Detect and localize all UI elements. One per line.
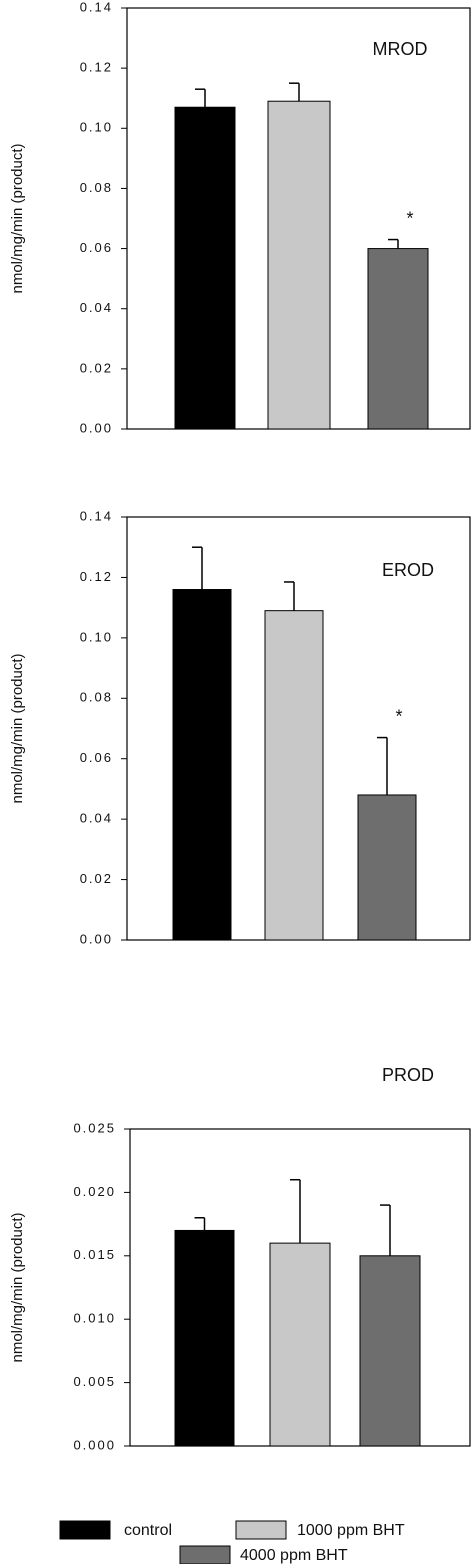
y-tick-label: 0.10 — [80, 629, 113, 644]
y-tick-label: 0.12 — [80, 569, 113, 584]
y-tick-label: 0.08 — [80, 180, 113, 195]
legend-label: control — [124, 1522, 172, 1539]
legend-swatch — [235, 1520, 287, 1540]
y-tick-label: 0.06 — [80, 750, 113, 765]
y-tick-label: 0.025 — [73, 1120, 116, 1135]
panel-title: PROD — [382, 1065, 434, 1085]
y-tick-label: 0.000 — [73, 1437, 116, 1452]
y-tick-label: 0.02 — [80, 871, 113, 886]
y-tick-label: 0.02 — [80, 360, 113, 375]
y-tick-label: 0.06 — [80, 240, 113, 255]
y-tick-label: 0.010 — [73, 1311, 116, 1326]
bar — [269, 1242, 331, 1447]
y-tick-label: 0.12 — [80, 60, 113, 75]
bar — [367, 248, 429, 430]
bar — [357, 794, 417, 941]
y-tick-label: 0.00 — [80, 420, 113, 435]
y-tick-label: 0.00 — [80, 931, 113, 946]
y-tick-label: 0.005 — [73, 1374, 116, 1389]
bar — [267, 100, 331, 430]
panel-title: MROD — [373, 39, 428, 59]
y-tick-label: 0.14 — [80, 0, 113, 14]
bar — [264, 610, 324, 941]
y-tick-label: 0.08 — [80, 690, 113, 705]
y-tick-label: 0.14 — [80, 508, 113, 523]
legend-swatch — [59, 1520, 111, 1540]
significance-star: * — [406, 208, 413, 228]
legend-label: 1000 ppm BHT — [297, 1522, 405, 1539]
y-tick-label: 0.020 — [73, 1184, 116, 1199]
bar — [359, 1255, 421, 1447]
legend-swatch — [179, 1545, 231, 1564]
bar — [174, 106, 236, 430]
y-axis-label: nmol/mg/min (product) — [9, 1212, 26, 1362]
y-axis-label: nmol/mg/min (product) — [9, 653, 26, 803]
legend-label: 4000 ppm BHT — [240, 1547, 348, 1564]
y-tick-label: 0.04 — [80, 811, 113, 826]
panel-title: EROD — [382, 560, 434, 580]
y-tick-label: 0.10 — [80, 120, 113, 135]
y-tick-label: 0.04 — [80, 300, 113, 315]
bar — [172, 589, 232, 941]
significance-star: * — [395, 706, 402, 726]
bar — [174, 1229, 235, 1447]
y-tick-label: 0.015 — [73, 1247, 116, 1262]
y-axis-label: nmol/mg/min (product) — [9, 143, 26, 293]
